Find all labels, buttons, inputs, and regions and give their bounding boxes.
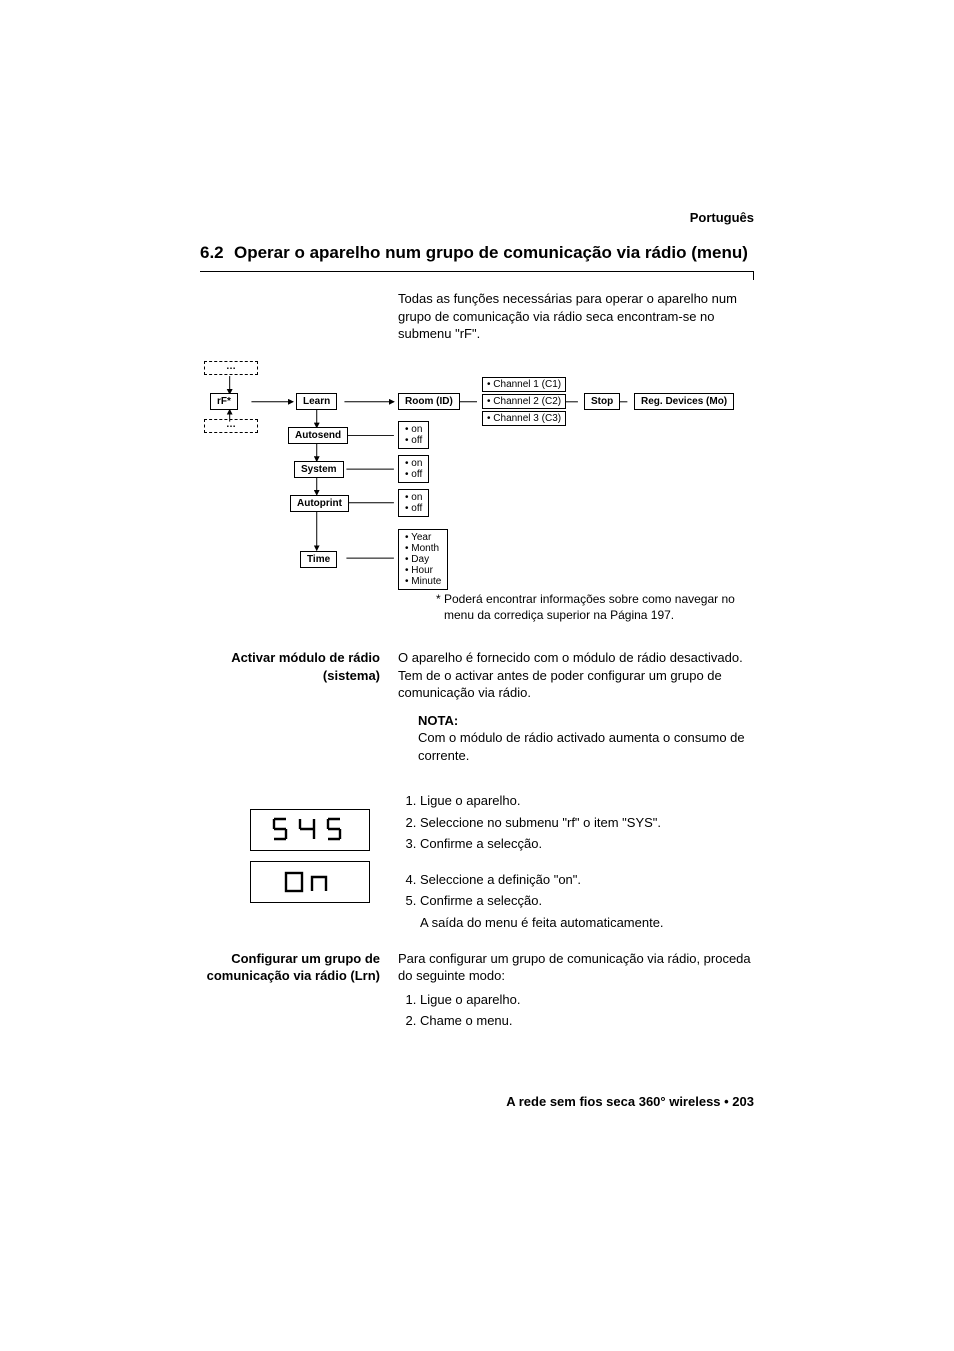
node-time: Time bbox=[300, 551, 337, 568]
menu-prev-dashed: … bbox=[204, 361, 258, 375]
node-regdev: Reg. Devices (Mo) bbox=[634, 393, 734, 410]
language-label: Português bbox=[200, 210, 754, 225]
leaf-system: • on • off bbox=[398, 455, 429, 483]
node-learn: Learn bbox=[296, 393, 337, 410]
seg-on-icon bbox=[280, 867, 340, 897]
node-system: System bbox=[294, 461, 344, 478]
diagram-footnote: * Poderá encontrar informações sobre com… bbox=[436, 591, 754, 623]
node-autoprint: Autoprint bbox=[290, 495, 349, 512]
node-autosend: Autosend bbox=[288, 427, 348, 444]
leaf-ch3: • Channel 3 (C3) bbox=[482, 411, 566, 426]
block2-steps: Ligue o aparelho. Chame o menu. bbox=[398, 991, 754, 1030]
intro-paragraph: Todas as funções necessárias para operar… bbox=[398, 290, 754, 343]
section-number: 6.2 bbox=[200, 243, 234, 263]
block1-heading: Activar módulo de rádio (sistema) bbox=[200, 649, 398, 772]
node-stop: Stop bbox=[584, 393, 620, 410]
node-room: Room (ID) bbox=[398, 393, 460, 410]
step: Confirme a selecção. bbox=[420, 835, 754, 853]
page: Português 6.2 Operar o aparelho num grup… bbox=[0, 0, 954, 1169]
block1-paragraph: O aparelho é fornecido com o módulo de r… bbox=[398, 649, 754, 702]
leaf-ch1: • Channel 1 (C1) bbox=[482, 377, 566, 392]
block2-paragraph: Para configurar um grupo de comunicação … bbox=[398, 950, 754, 985]
step: Seleccione a definição "on". bbox=[420, 871, 754, 889]
step: Seleccione no submenu "rf" o item "SYS". bbox=[420, 814, 754, 832]
menu-diagram: … … rF* Learn Autosend System Autoprint … bbox=[200, 361, 754, 591]
block2-heading: Configurar um grupo de comunicação via r… bbox=[200, 950, 398, 1034]
block1-lcd-row1: Seleccione a definição "on". Confirme a … bbox=[200, 865, 754, 932]
page-footer: A rede sem fios seca 360° wireless • 203 bbox=[200, 1094, 754, 1109]
step-note: A saída do menu é feita automaticamente. bbox=[398, 914, 754, 932]
section-rule bbox=[200, 267, 754, 276]
leaf-autoprint: • on • off bbox=[398, 489, 429, 517]
step: Ligue o aparelho. bbox=[420, 991, 754, 1009]
step: Chame o menu. bbox=[420, 1012, 754, 1030]
section-heading: 6.2 Operar o aparelho num grupo de comun… bbox=[200, 243, 754, 263]
nota-heading: NOTA: bbox=[418, 712, 754, 730]
nota-block: NOTA: Com o módulo de rádio activado aum… bbox=[398, 712, 754, 765]
menu-next-dashed: … bbox=[204, 419, 258, 433]
block1-steps-cont: Seleccione a definição "on". Confirme a … bbox=[398, 871, 754, 910]
leaf-time: • Year • Month • Day • Hour • Minute bbox=[398, 529, 448, 590]
block1-steps: Ligue o aparelho. Seleccione no submenu … bbox=[398, 792, 754, 853]
lcd-display-on bbox=[250, 861, 370, 903]
seg-sys-icon bbox=[270, 815, 350, 845]
block-activate-radio: Activar módulo de rádio (sistema) O apar… bbox=[200, 649, 754, 772]
lcd-display-sys bbox=[250, 809, 370, 851]
nota-text: Com o módulo de rádio activado aumenta o… bbox=[418, 729, 754, 764]
section-title-text: Operar o aparelho num grupo de comunicaç… bbox=[234, 243, 754, 263]
block-configure-group: Configurar um grupo de comunicação via r… bbox=[200, 950, 754, 1034]
leaf-ch2: • Channel 2 (C2) bbox=[482, 394, 566, 409]
step: Confirme a selecção. bbox=[420, 892, 754, 910]
leaf-autosend: • on • off bbox=[398, 421, 429, 449]
node-rf: rF* bbox=[210, 393, 238, 410]
step: Ligue o aparelho. bbox=[420, 792, 754, 810]
